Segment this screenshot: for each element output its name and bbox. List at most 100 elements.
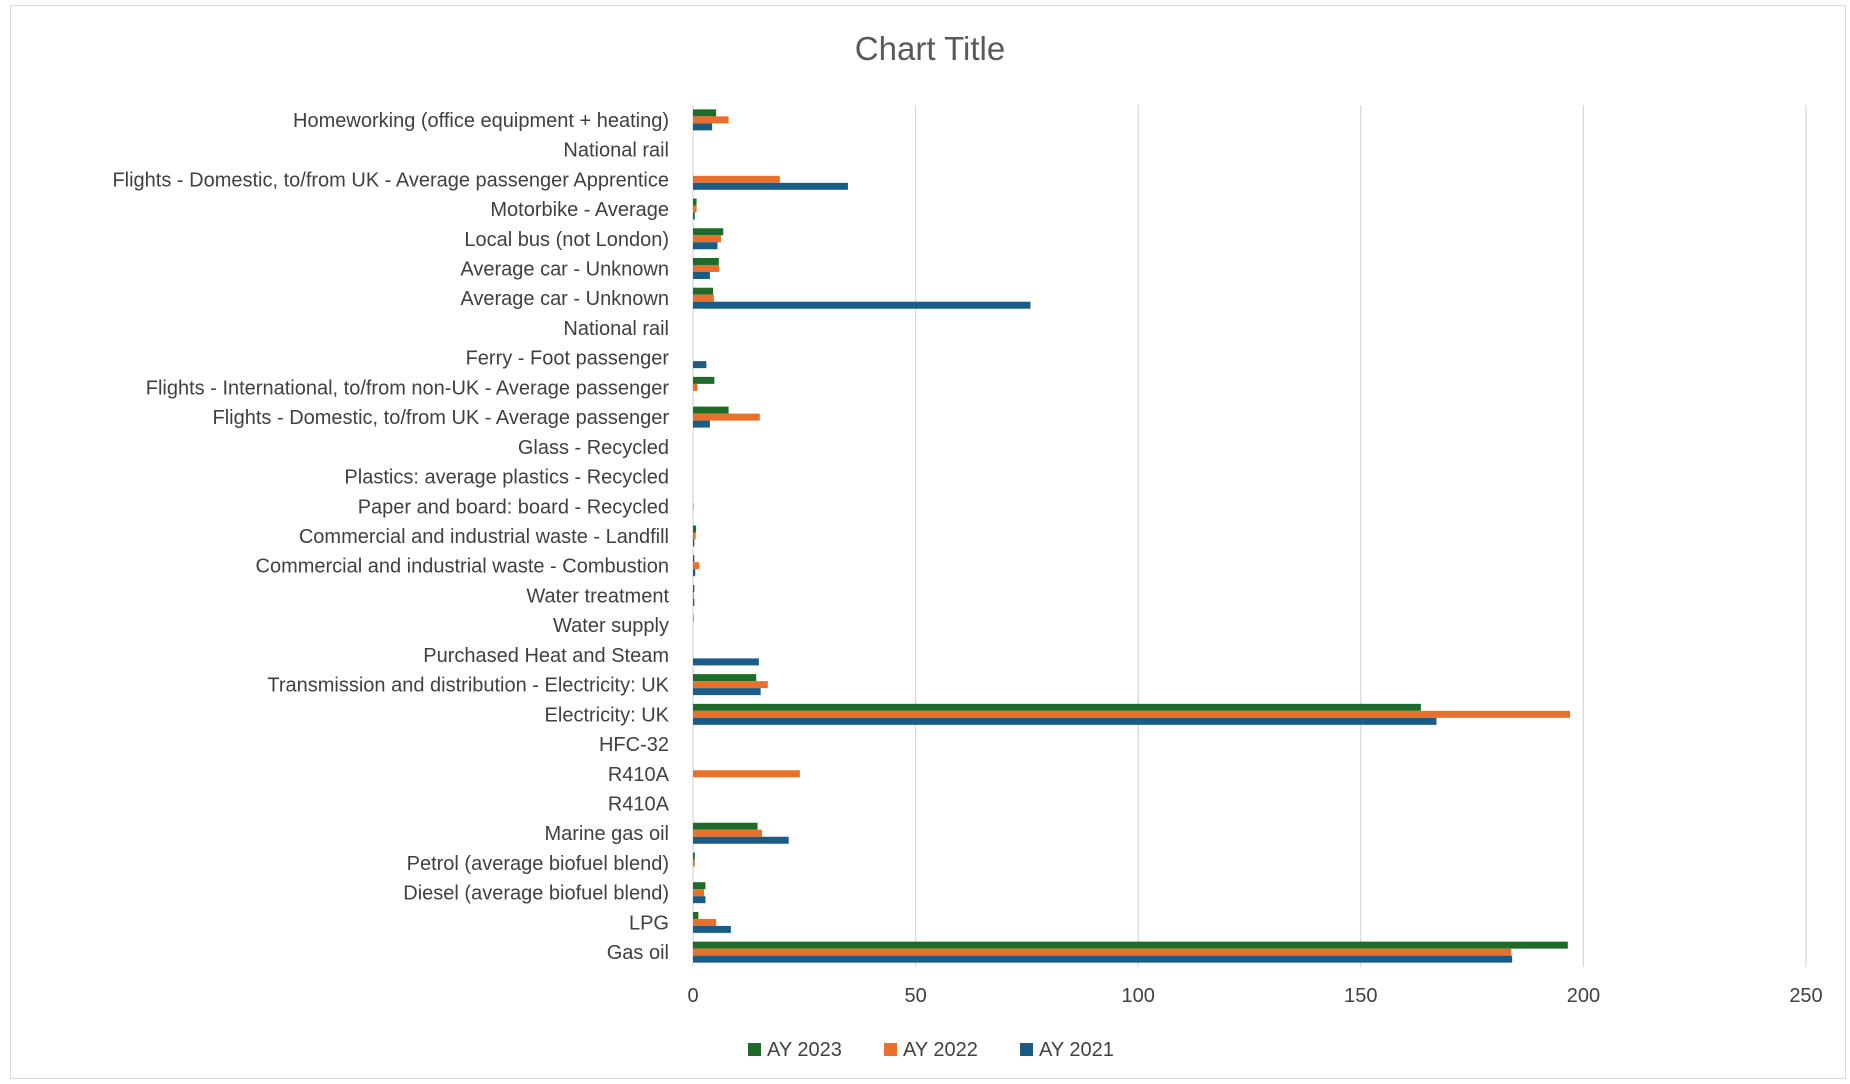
category-label: Ferry - Foot passenger: [466, 348, 670, 370]
category-label: Water supply: [553, 615, 669, 637]
bar: [693, 406, 729, 414]
value-axis: 0 50 100 150 200 250: [687, 985, 1822, 1007]
bar: [693, 836, 789, 844]
category-label: Plastics: average plastics - Recycled: [344, 467, 669, 489]
chart-title: Chart Title: [855, 30, 1005, 67]
bar: [693, 925, 731, 933]
bar: [693, 413, 760, 421]
bar: [693, 955, 1513, 963]
category-label: Average car - Unknown: [460, 258, 669, 280]
bar: [693, 242, 718, 250]
category-label: Commercial and industrial waste - Combus…: [256, 556, 670, 578]
category-label: R410A: [608, 794, 670, 816]
legend: AY 2023 AY 2022 AY 2021: [748, 1039, 1114, 1061]
x-tick-label: 50: [904, 985, 926, 1007]
bar: [693, 257, 719, 265]
bar: [693, 109, 717, 117]
category-label: Glass - Recycled: [518, 437, 669, 459]
category-label: Purchased Heat and Steam: [423, 645, 669, 667]
bar: [693, 948, 1512, 956]
x-tick-label: 150: [1344, 985, 1377, 1007]
bar: [693, 852, 695, 860]
bar: [693, 591, 694, 599]
bar: [693, 205, 697, 213]
bar: [693, 123, 713, 131]
bar: [693, 703, 1421, 711]
gridlines: [692, 105, 1807, 967]
legend-label: AY 2022: [903, 1039, 978, 1061]
bar: [693, 502, 694, 510]
category-label: National rail: [563, 318, 669, 340]
category-label: Homeworking (office equipment + heating): [293, 110, 669, 132]
bar: [693, 175, 780, 183]
category-label: Gas oil: [607, 942, 669, 964]
category-label: Water treatment: [526, 585, 669, 607]
x-tick-label: 100: [1122, 985, 1155, 1007]
bar: [693, 822, 758, 830]
bar: [693, 264, 720, 272]
bar: [693, 941, 1568, 949]
bar: [693, 598, 695, 606]
bar: [693, 271, 710, 279]
bar: [693, 361, 707, 369]
category-label: Flights - Domestic, to/from UK - Average…: [112, 169, 669, 191]
category-label: Local bus (not London): [464, 229, 669, 251]
category-label: Motorbike - Average: [490, 199, 669, 221]
bar: [693, 717, 1437, 725]
x-tick-label: 0: [687, 985, 698, 1007]
category-label: Electricity: UK: [545, 704, 670, 726]
bar: [693, 584, 695, 592]
bar: [693, 681, 768, 689]
category-label: R410A: [608, 764, 670, 786]
bar: [693, 770, 800, 778]
bar: [693, 911, 699, 919]
bars: [693, 109, 1571, 963]
bar: [693, 562, 700, 570]
bar: [693, 569, 696, 577]
bar: [693, 688, 761, 696]
bar: [693, 287, 714, 295]
bar: [693, 420, 710, 428]
bar: [693, 918, 717, 926]
bar: [693, 212, 695, 220]
bar: [693, 710, 1571, 718]
bar: [693, 555, 695, 563]
category-label: Flights - International, to/from non-UK …: [146, 377, 670, 399]
category-label: Marine gas oil: [544, 823, 669, 845]
bar: [693, 198, 697, 206]
bar: [693, 658, 759, 666]
x-tick-label: 250: [1789, 985, 1822, 1007]
category-label: National rail: [563, 140, 669, 162]
bar: [693, 829, 763, 837]
bar: [693, 614, 694, 622]
chart-frame: [10, 5, 1846, 1079]
bar: [693, 294, 714, 302]
category-axis: Homeworking (office equipment + heating)…: [112, 110, 669, 964]
category-label: Paper and board: board - Recycled: [358, 496, 669, 518]
legend-swatch: [1020, 1043, 1033, 1056]
x-tick-label: 200: [1567, 985, 1600, 1007]
category-label: Commercial and industrial waste - Landfi…: [299, 526, 669, 548]
legend-label: AY 2023: [767, 1039, 842, 1061]
category-label: LPG: [629, 912, 669, 934]
bar: [693, 525, 697, 533]
bar: [693, 882, 706, 890]
category-label: Average car - Unknown: [460, 288, 669, 310]
category-label: Transmission and distribution - Electric…: [267, 675, 669, 697]
bar: [693, 116, 729, 124]
category-label: HFC-32: [599, 734, 669, 756]
category-label: Diesel (average biofuel blend): [403, 883, 669, 905]
bar: [693, 532, 696, 540]
legend-swatch: [748, 1043, 761, 1056]
bar: [693, 889, 705, 897]
bar: [693, 301, 1031, 309]
bar: [693, 859, 695, 867]
bar: [693, 228, 724, 236]
category-label: Petrol (average biofuel blend): [407, 853, 669, 875]
bar: [693, 896, 706, 904]
legend-label: AY 2021: [1039, 1039, 1114, 1061]
bar: [693, 235, 722, 243]
bar: [693, 539, 695, 547]
bar: [693, 674, 757, 682]
